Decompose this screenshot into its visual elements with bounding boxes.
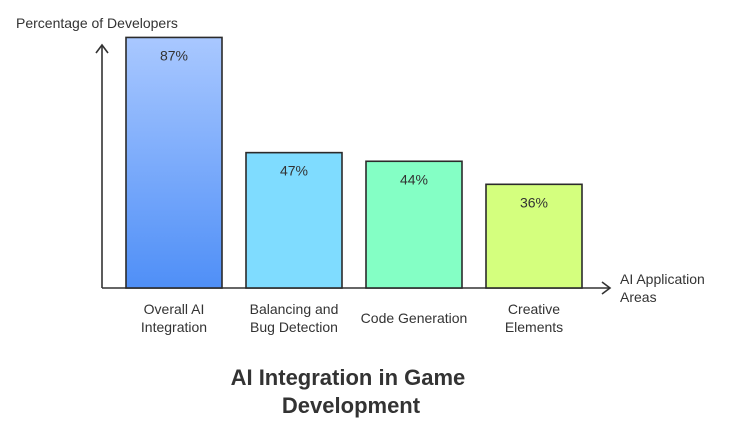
y-axis-arrow-icon	[95, 43, 109, 54]
value-label-1: 87%	[160, 47, 188, 63]
value-label-2: 47%	[280, 163, 308, 179]
x-axis-label-line-2: Areas	[620, 289, 657, 305]
value-label-3: 44%	[400, 171, 428, 187]
bar-2	[245, 151, 343, 289]
category-label-2: Balancing and Bug Detection	[250, 301, 339, 335]
x-axis-label: AI Application Areas	[620, 271, 709, 305]
bars-group: 87% Overall AI Integration 47% Balancing and…	[125, 36, 583, 335]
category-label-4: Creative Elements	[505, 301, 563, 335]
y-axis	[95, 43, 109, 288]
y-axis-label: Percentage of Developers	[16, 15, 178, 31]
chart-title-line-1: AI Integration in Game	[231, 365, 466, 390]
x-axis-arrow-icon	[601, 281, 612, 295]
value-label-4: 36%	[520, 194, 548, 210]
category-label-3: Code Generation	[361, 310, 468, 326]
x-axis-label-line-1: AI Application	[620, 271, 705, 287]
chart-title-line-2: Development	[282, 393, 421, 418]
bar-3	[365, 160, 463, 289]
chart-title: AI Integration in Game Development	[231, 365, 472, 418]
bar-4	[485, 183, 583, 289]
category-label-1: Overall AI Integration	[141, 301, 207, 335]
bar-1	[125, 36, 223, 289]
